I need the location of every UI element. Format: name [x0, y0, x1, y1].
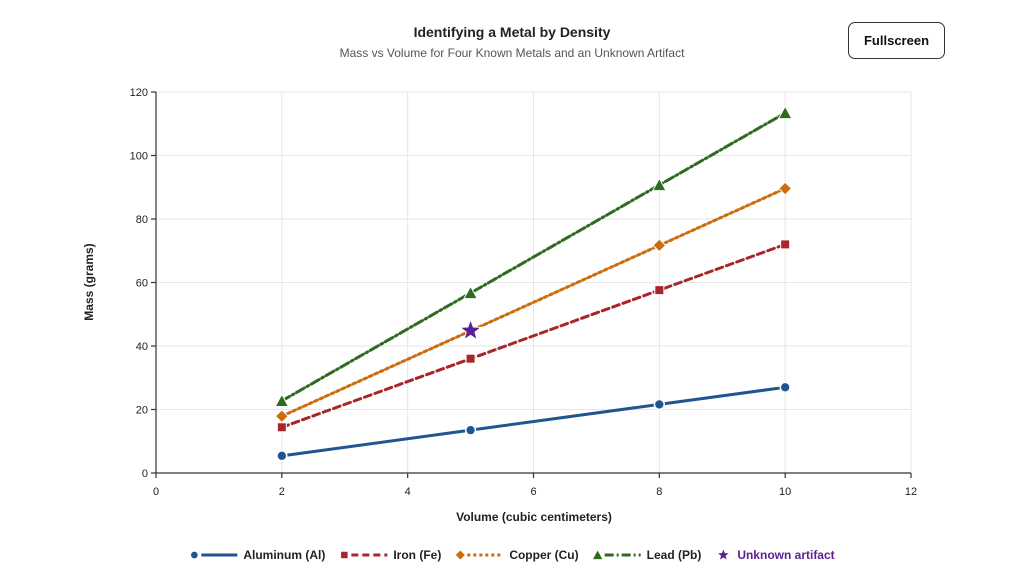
data-point-unknown-artifact: [458, 318, 483, 341]
series-aluminum-al: [276, 381, 791, 462]
data-point-aluminum-al: [464, 424, 477, 436]
data-point-copper-cu: [274, 409, 289, 424]
legend-item-copper-cu: Copper (Cu): [454, 548, 579, 562]
y-tick-label: 100: [130, 151, 148, 163]
y-tick-label: 120: [130, 87, 148, 99]
data-point-lead-pb: [777, 105, 793, 120]
legend-label-iron-fe: Iron (Fe): [393, 548, 441, 562]
legend-label-lead-pb: Lead (Pb): [647, 548, 702, 562]
y-tick-label: 40: [136, 341, 148, 353]
data-point-lead-pb: [651, 177, 667, 192]
legend-marker-unknown-artifact: [715, 546, 732, 562]
x-tick-label: 2: [279, 486, 285, 498]
data-point-iron-fe: [276, 422, 287, 433]
axes: Volume (cubic centimeters) Mass (grams) …: [82, 87, 917, 524]
series-iron-fe: [276, 239, 791, 433]
legend-marker-lead-pb: [591, 548, 604, 561]
legend-label-unknown-artifact: Unknown artifact: [737, 548, 834, 562]
data-point-copper-cu: [778, 181, 793, 196]
series-line-aluminum-al: [280, 385, 787, 458]
data-point-iron-fe: [654, 285, 665, 296]
legend-label-copper-cu: Copper (Cu): [509, 548, 578, 562]
series-unknown-artifact: [458, 318, 483, 341]
series: [274, 105, 793, 462]
grid: [156, 91, 912, 473]
x-tick-label: 0: [153, 486, 159, 498]
series-line-lead-pb: [280, 111, 787, 403]
chart-title: Identifying a Metal by Density: [413, 24, 611, 40]
y-tick-label: 20: [136, 405, 148, 417]
legend-marker-iron-fe: [340, 550, 349, 560]
data-point-lead-pb: [463, 285, 479, 300]
legend: Aluminum (Al) Iron (Fe) Copper (Cu) Lead (P…: [189, 546, 835, 562]
fullscreen-button[interactable]: Fullscreen: [848, 22, 945, 59]
data-point-iron-fe: [465, 353, 476, 364]
data-point-copper-cu: [652, 238, 667, 253]
legend-item-aluminum-al: Aluminum (Al): [189, 548, 325, 562]
data-point-aluminum-al: [779, 381, 791, 393]
y-axis-title: Mass (grams): [82, 243, 96, 320]
y-tick-label: 80: [136, 214, 148, 226]
x-tick-label: 6: [530, 486, 536, 498]
legend-item-iron-fe: Iron (Fe): [340, 548, 441, 562]
series-lead-pb: [274, 105, 793, 408]
legend-marker-aluminum-al: [189, 550, 200, 560]
x-axis-title: Volume (cubic centimeters): [456, 510, 612, 524]
legend-marker-copper-cu: [454, 549, 467, 561]
legend-item-unknown-artifact: Unknown artifact: [715, 546, 835, 562]
chart-subtitle: Mass vs Volume for Four Known Metals and…: [339, 46, 685, 60]
series-line-iron-fe: [280, 242, 787, 429]
series-line-copper-cu: [280, 187, 787, 418]
y-tick-label: 0: [142, 468, 148, 480]
x-tick-label: 10: [779, 486, 791, 498]
y-tick-label: 60: [136, 278, 148, 290]
x-tick-label: 8: [656, 486, 662, 498]
data-point-lead-pb: [274, 393, 290, 408]
data-point-aluminum-al: [653, 398, 666, 411]
legend-label-aluminum-al: Aluminum (Al): [243, 548, 325, 562]
x-tick-label: 4: [405, 486, 411, 498]
x-tick-label: 12: [905, 486, 917, 498]
legend-item-lead-pb: Lead (Pb): [591, 548, 702, 562]
data-point-iron-fe: [780, 239, 791, 250]
data-point-aluminum-al: [276, 450, 288, 462]
